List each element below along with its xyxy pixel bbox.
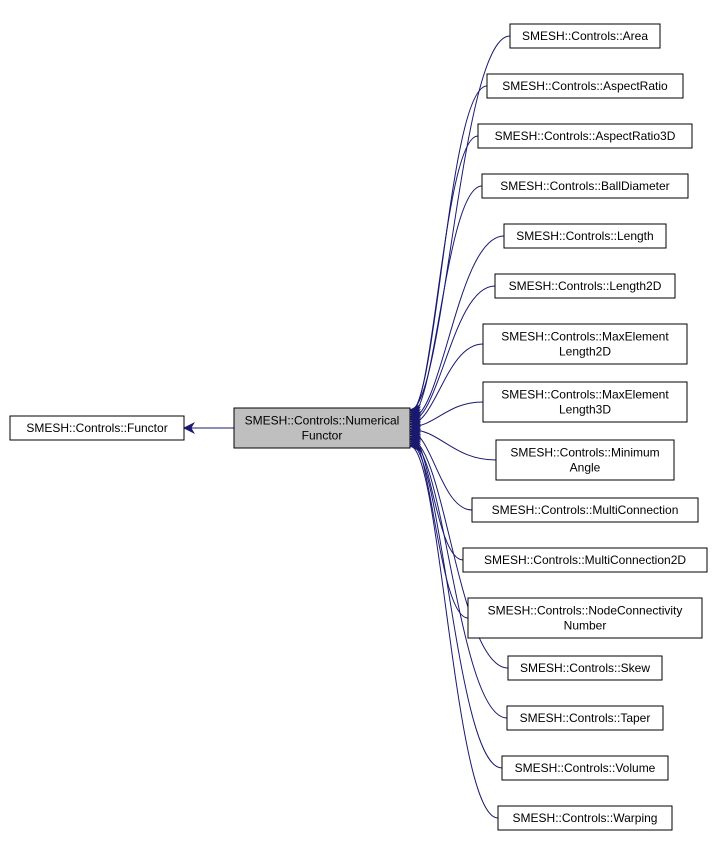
node-aspect-ratio-label: SMESH::Controls::AspectRatio <box>502 79 668 93</box>
node-skew[interactable]: SMESH::Controls::Skew <box>508 656 662 680</box>
node-skew-label: SMESH::Controls::Skew <box>520 661 650 675</box>
node-length[interactable]: SMESH::Controls::Length <box>504 224 666 248</box>
node-length-label: SMESH::Controls::Length <box>516 229 653 243</box>
node-volume-label: SMESH::Controls::Volume <box>515 761 656 775</box>
node-functor[interactable]: SMESH::Controls::Functor <box>10 416 184 440</box>
edge-aspectratio-to-numerical <box>410 86 487 412</box>
node-max-element-length-3d-label: SMESH::Controls::MaxElement <box>501 388 669 402</box>
node-warping[interactable]: SMESH::Controls::Warping <box>498 806 672 830</box>
node-warping-label: SMESH::Controls::Warping <box>513 811 658 825</box>
node-ball-diameter-label: SMESH::Controls::BallDiameter <box>500 179 669 193</box>
node-numerical-functor[interactable]: SMESH::Controls::NumericalFunctor <box>234 408 410 448</box>
node-aspect-ratio-3d-label: SMESH::Controls::AspectRatio3D <box>495 129 676 143</box>
node-node-connectivity-number[interactable]: SMESH::Controls::NodeConnectivityNumber <box>468 598 702 638</box>
node-taper-label: SMESH::Controls::Taper <box>520 711 651 725</box>
node-length-2d-label: SMESH::Controls::Length2D <box>509 279 662 293</box>
edge-aspectratio3d-to-numerical <box>410 136 478 415</box>
node-max-element-length-3d-label: Length3D <box>559 403 611 417</box>
node-aspect-ratio-3d[interactable]: SMESH::Controls::AspectRatio3D <box>478 124 692 148</box>
node-functor-label: SMESH::Controls::Functor <box>26 421 167 435</box>
nodes-layer: SMESH::Controls::FunctorSMESH::Controls:… <box>10 24 707 830</box>
node-minimum-angle[interactable]: SMESH::Controls::MinimumAngle <box>496 440 674 480</box>
node-taper[interactable]: SMESH::Controls::Taper <box>507 706 663 730</box>
node-node-connectivity-number-label: Number <box>564 619 607 633</box>
edge-nodeconnnum-to-numerical <box>410 437 468 618</box>
node-numerical-functor-label: SMESH::Controls::Numerical <box>245 414 400 428</box>
node-ball-diameter[interactable]: SMESH::Controls::BallDiameter <box>482 174 688 198</box>
node-multi-connection-2d-label: SMESH::Controls::MultiConnection2D <box>484 553 686 567</box>
edge-multiconn-to-numerical <box>410 432 472 510</box>
node-max-element-length-2d-label: Length2D <box>559 345 611 359</box>
node-multi-connection-label: SMESH::Controls::MultiConnection <box>492 503 679 517</box>
node-volume[interactable]: SMESH::Controls::Volume <box>502 756 668 780</box>
node-numerical-functor-label: Functor <box>302 429 343 443</box>
node-minimum-angle-label: Angle <box>570 461 601 475</box>
inheritance-diagram: SMESH::Controls::FunctorSMESH::Controls:… <box>0 0 717 859</box>
node-area[interactable]: SMESH::Controls::Area <box>510 24 660 48</box>
node-node-connectivity-number-label: SMESH::Controls::NodeConnectivity <box>488 604 683 618</box>
edge-length2d-to-numerical <box>410 286 495 421</box>
edge-taper-to-numerical <box>410 441 507 718</box>
node-max-element-length-2d-label: SMESH::Controls::MaxElement <box>501 330 669 344</box>
node-minimum-angle-label: SMESH::Controls::Minimum <box>510 446 659 460</box>
node-area-label: SMESH::Controls::Area <box>522 29 648 43</box>
node-aspect-ratio[interactable]: SMESH::Controls::AspectRatio <box>487 74 683 98</box>
node-max-element-length-2d[interactable]: SMESH::Controls::MaxElementLength2D <box>483 324 687 364</box>
node-max-element-length-3d[interactable]: SMESH::Controls::MaxElementLength3D <box>483 382 687 422</box>
node-multi-connection-2d[interactable]: SMESH::Controls::MultiConnection2D <box>463 548 707 572</box>
node-multi-connection[interactable]: SMESH::Controls::MultiConnection <box>472 498 698 522</box>
node-length-2d[interactable]: SMESH::Controls::Length2D <box>495 274 675 298</box>
